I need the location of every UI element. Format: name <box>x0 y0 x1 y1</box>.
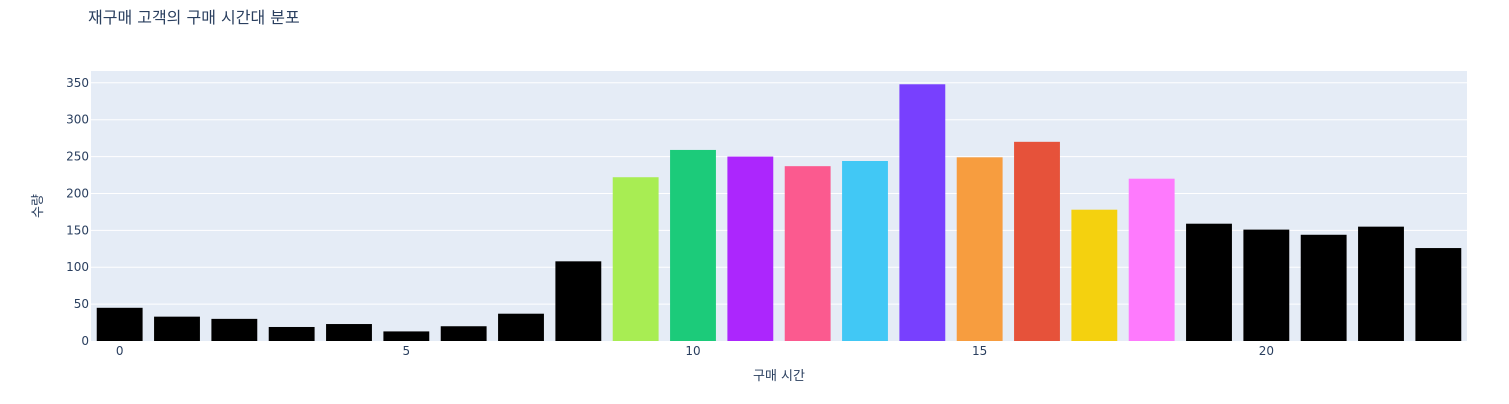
x-tick-label: 5 <box>403 344 411 358</box>
bar-hour-3 <box>268 326 315 341</box>
bar-hour-18 <box>1128 178 1175 341</box>
bar-hour-16 <box>1014 141 1060 341</box>
y-tick-label: 250 <box>66 150 89 164</box>
bars <box>96 84 1462 341</box>
x-tick-label: 0 <box>116 344 124 358</box>
y-tick-label: 350 <box>66 76 89 90</box>
x-tick-label: 15 <box>972 344 987 358</box>
y-tick-label: 150 <box>66 223 89 237</box>
bar-hour-7 <box>498 313 544 341</box>
bar-hour-15 <box>956 157 1003 341</box>
y-tick-label: 100 <box>66 260 89 274</box>
bar-hour-9 <box>612 177 659 341</box>
bar-hour-12 <box>784 166 831 341</box>
bar-hour-11 <box>727 156 774 341</box>
bar-hour-22 <box>1358 226 1404 341</box>
x-tick-labels: 0 5 10 15 20 <box>116 344 1274 358</box>
bar-hour-4 <box>326 324 372 341</box>
y-tick-label: 50 <box>74 297 89 311</box>
chart-title: 재구매 고객의 구매 시간대 분포 <box>88 8 300 27</box>
y-axis-title: 수량 <box>31 194 46 218</box>
y-tick-label: 200 <box>66 186 89 200</box>
x-axis-title: 구매 시간 <box>753 369 805 384</box>
bar-hour-20 <box>1243 229 1290 341</box>
bar-hour-2 <box>211 318 258 341</box>
bar-hour-17 <box>1071 209 1118 341</box>
bar-hour-21 <box>1300 234 1347 341</box>
x-tick-label: 10 <box>685 344 700 358</box>
bar-hour-23 <box>1415 248 1462 341</box>
bar-hour-13 <box>842 161 888 341</box>
bar-hour-8 <box>555 261 602 341</box>
bar-hour-5 <box>383 331 430 341</box>
y-gridlines <box>91 82 1467 305</box>
bar-hour-6 <box>440 326 487 341</box>
bar-hour-19 <box>1186 223 1232 341</box>
y-tick-labels: 0 50 100 150 200 250 300 350 <box>66 76 89 348</box>
bar-hour-0 <box>96 307 143 341</box>
x-tick-label: 20 <box>1259 344 1274 358</box>
y-tick-label: 300 <box>66 113 89 127</box>
bar-hour-14 <box>899 84 946 341</box>
bar-hour-1 <box>154 316 200 341</box>
bar-hour-10 <box>670 149 716 341</box>
y-tick-label: 0 <box>81 334 89 348</box>
plot-background <box>91 71 1467 341</box>
